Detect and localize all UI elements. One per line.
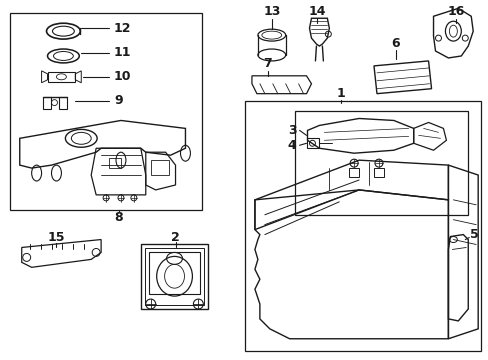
- Text: 8: 8: [114, 211, 123, 224]
- Bar: [244, 100, 480, 351]
- Bar: [150, 160, 168, 175]
- Text: 11: 11: [114, 46, 131, 59]
- Text: 4: 4: [287, 139, 296, 152]
- Bar: [141, 244, 208, 309]
- Text: 13: 13: [263, 5, 280, 18]
- Text: 15: 15: [48, 231, 65, 244]
- Text: 9: 9: [114, 94, 122, 107]
- Text: 7: 7: [263, 57, 272, 71]
- Text: 10: 10: [114, 70, 131, 83]
- Text: 2: 2: [171, 231, 180, 244]
- Bar: [294, 111, 468, 215]
- Text: 1: 1: [336, 87, 345, 100]
- Text: 12: 12: [114, 22, 131, 35]
- Text: 5: 5: [469, 228, 478, 241]
- Bar: [144, 248, 204, 305]
- Text: 16: 16: [447, 5, 464, 18]
- Bar: [10, 13, 202, 210]
- Text: 6: 6: [391, 37, 399, 50]
- Text: 14: 14: [308, 5, 325, 18]
- Text: 3: 3: [287, 124, 296, 137]
- Bar: [109, 158, 121, 168]
